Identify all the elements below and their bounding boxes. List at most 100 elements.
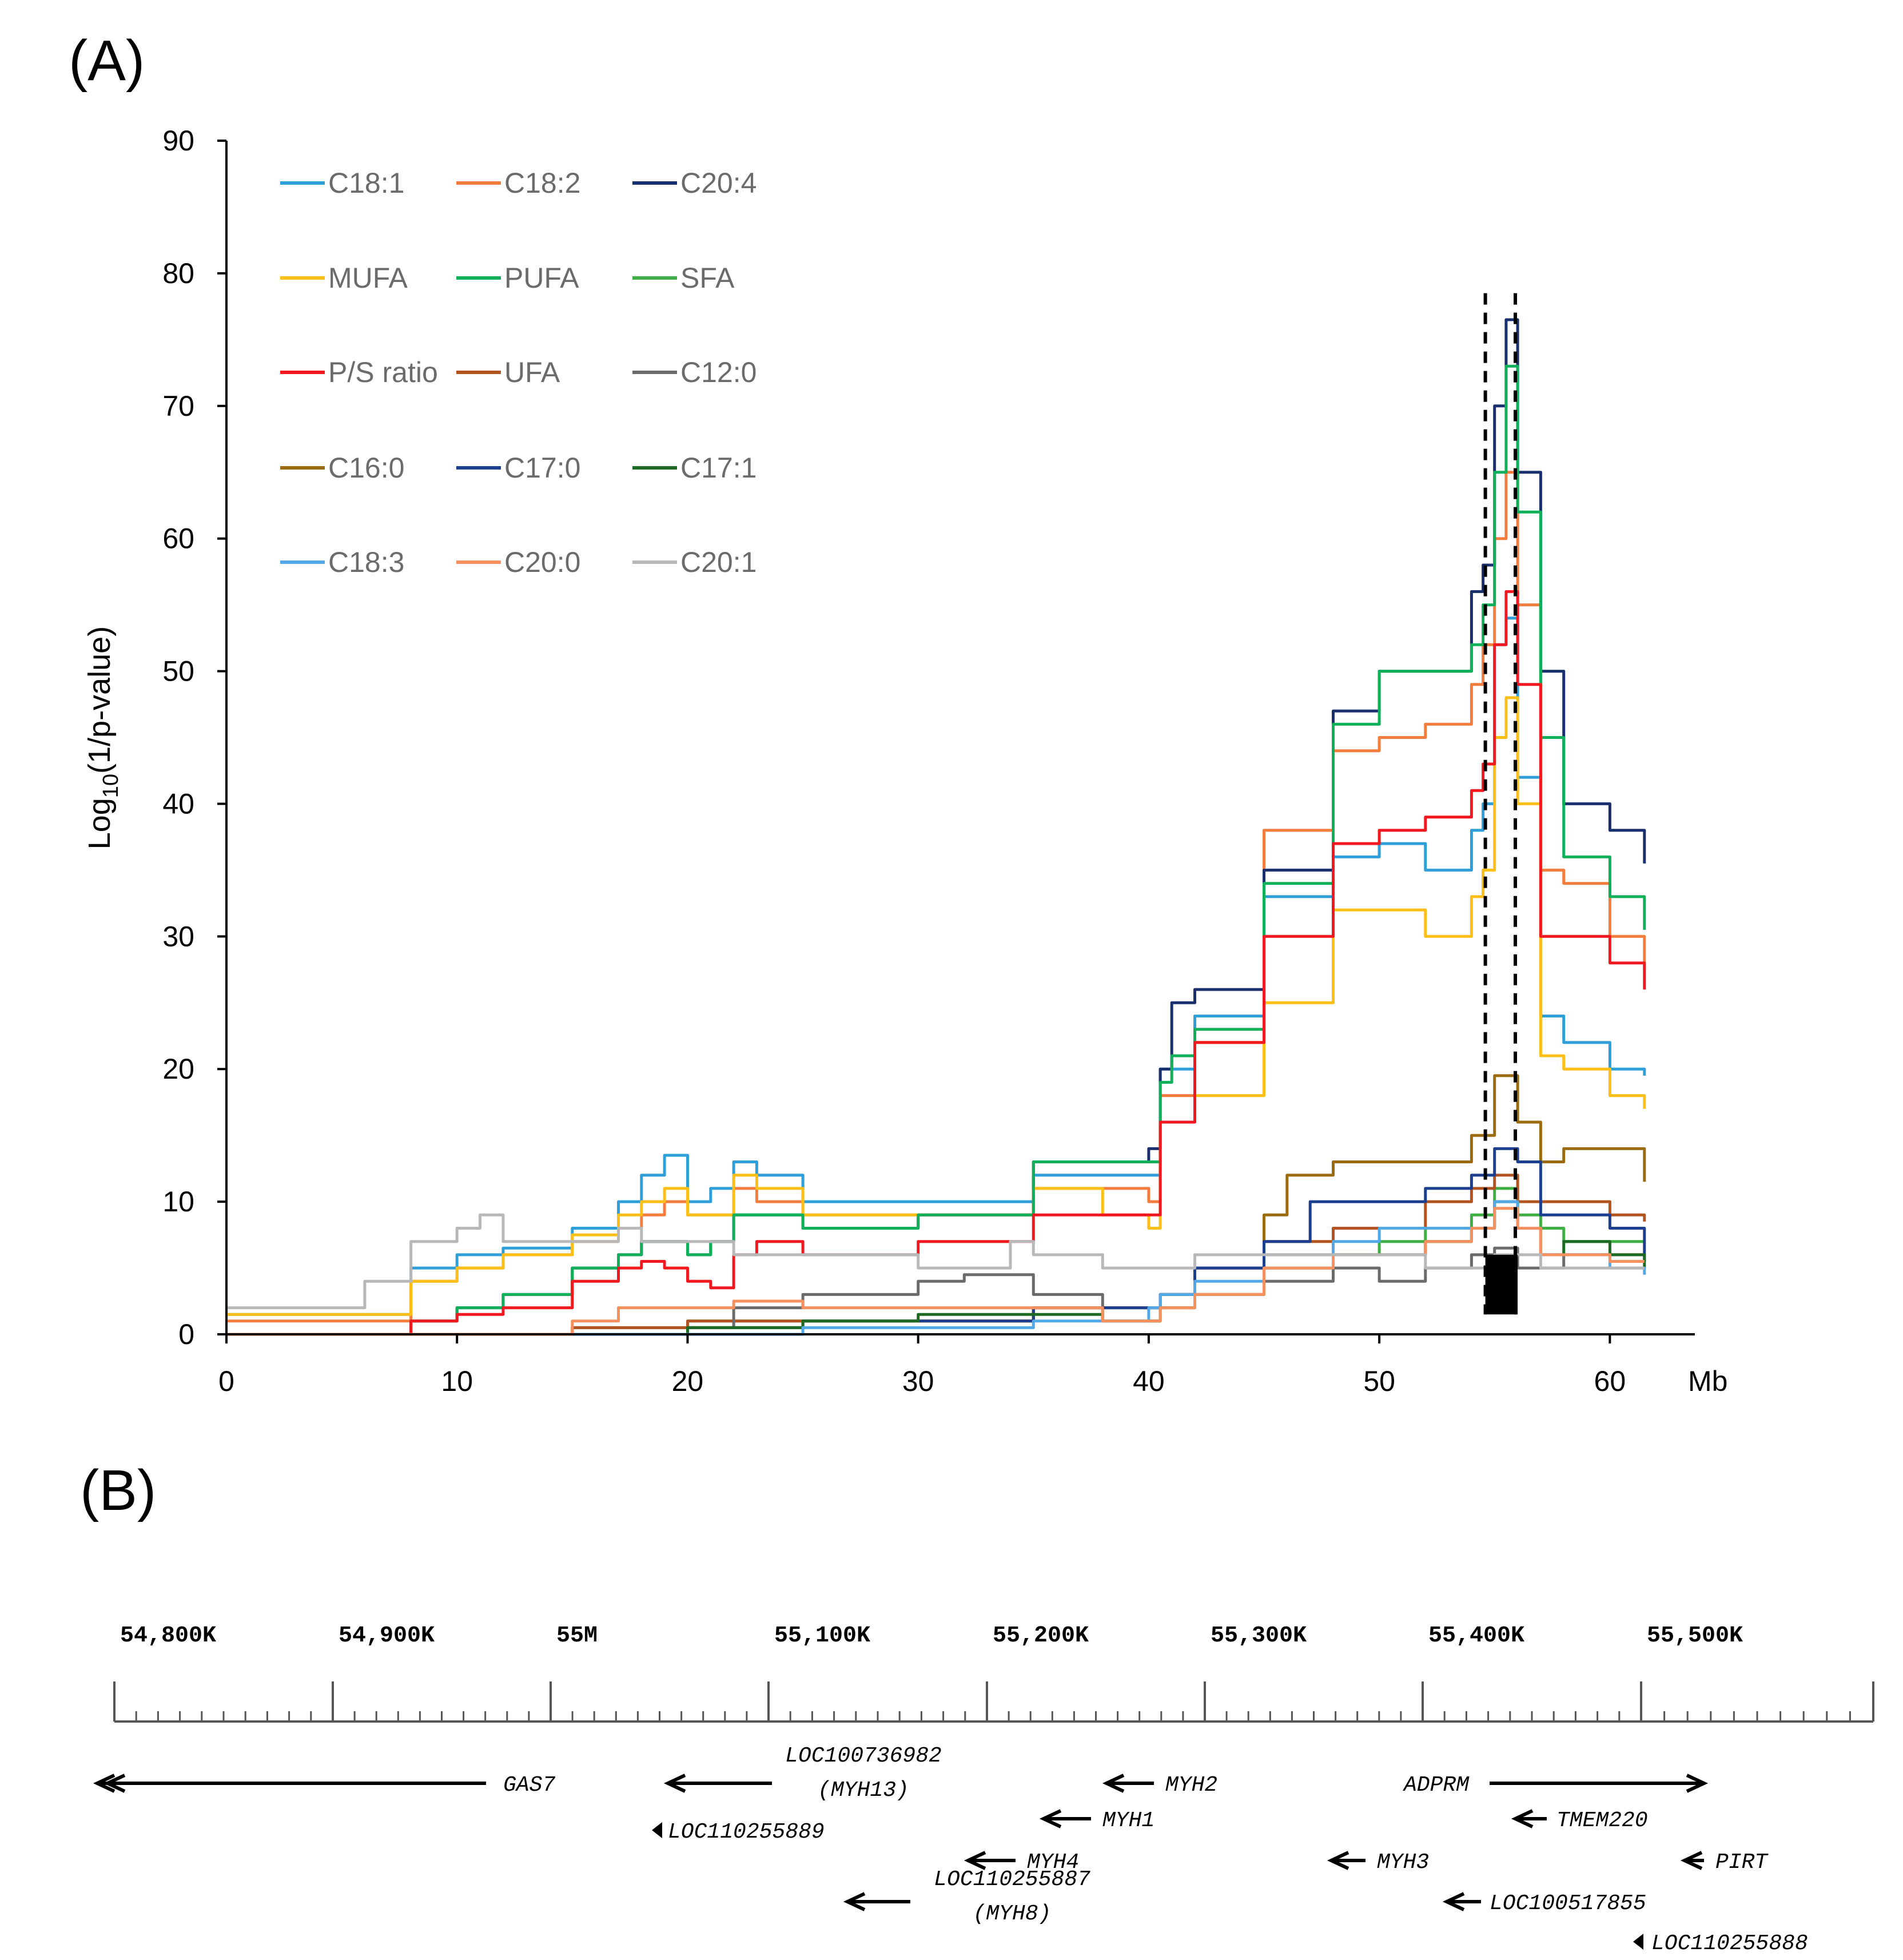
gene-myh4: MYH4	[964, 1850, 1079, 1875]
scale-labels: 54,800K 54,900K 55M 55,100K 55,200K 55,300K 55…	[120, 1623, 1743, 1649]
scale-label: 55M	[556, 1623, 598, 1649]
scale-label: 55,500K	[1647, 1623, 1743, 1649]
y-axis-title: Log10(1/p-value)	[82, 626, 123, 850]
legend-label-sfa: SFA	[680, 262, 735, 294]
legend-label-c12-0: C12:0	[680, 356, 757, 388]
gene-arrow-head	[1442, 1892, 1465, 1911]
legend-label-c17-1: C17:1	[680, 452, 757, 484]
series-layer	[226, 318, 1646, 1336]
gene-label: LOC110255889	[668, 1820, 825, 1844]
series-line-ufa	[226, 1174, 1646, 1336]
y-tick-label: 90	[162, 125, 194, 157]
gene-label: MYH4	[1027, 1850, 1079, 1875]
gene-tmem220: TMEM220	[1511, 1808, 1648, 1833]
gene-label: ADPRM	[1403, 1773, 1470, 1798]
y-tick-label: 30	[162, 920, 194, 952]
x-axis-unit-label: Mb	[1688, 1365, 1727, 1397]
legend-label-mufa: MUFA	[328, 262, 408, 294]
gene-label: GAS7	[503, 1773, 555, 1798]
gene-label: LOC100736982	[785, 1744, 942, 1768]
y-tick-label: 0	[178, 1318, 194, 1350]
series-line-c20-4	[226, 318, 1646, 1336]
legend-label-c16-0: C16:0	[328, 452, 404, 484]
gene-arrow-head	[1633, 1934, 1643, 1950]
series-line-c18-2	[226, 471, 1646, 1323]
x-tick-label: 50	[1363, 1365, 1395, 1397]
series-line-sfa	[226, 1187, 1645, 1336]
series-line-c20-0	[226, 1207, 1645, 1336]
gene-arrow-head	[1039, 1809, 1062, 1828]
gene-arrow-head	[1686, 1774, 1709, 1793]
y-ticks: 0 10 20 30 40 50 60 70 80 90	[162, 125, 226, 1350]
y-tick-label: 40	[162, 788, 194, 820]
x-tick-label: 0	[218, 1365, 234, 1397]
x-tick-label: 20	[672, 1365, 704, 1397]
gene-label-alias: (MYH13)	[818, 1778, 909, 1803]
gene-arrow-head	[652, 1822, 662, 1838]
scale-label: 55,300K	[1211, 1623, 1307, 1649]
gene-loc110255889: LOC110255889	[652, 1820, 825, 1844]
y-tick-label: 50	[162, 655, 194, 687]
legend-label-c18-3: C18:3	[328, 546, 404, 578]
gene-arrow-head	[663, 1774, 686, 1793]
gene-arrow-head	[103, 1774, 126, 1793]
gene-label: MYH2	[1165, 1773, 1217, 1798]
legend-label-pufa: PUFA	[504, 262, 579, 294]
gene-myh3: MYH3	[1327, 1850, 1429, 1875]
legend: C18:1 C18:2 C20:4 MUFA PUFA SFA P/S ratio UFA C1…	[280, 167, 757, 578]
scale-label: 55,400K	[1428, 1623, 1524, 1649]
series-line-mufa	[226, 696, 1646, 1316]
gene-arrow-head	[1327, 1851, 1349, 1870]
legend-label-c20-1: C20:1	[680, 546, 757, 578]
scale-label: 55,100K	[774, 1623, 870, 1649]
scale-label: 54,800K	[120, 1623, 216, 1649]
gene-label: TMEM220	[1556, 1808, 1648, 1833]
legend-label-ufa: UFA	[504, 356, 560, 388]
gene-arrow-head	[1680, 1851, 1703, 1870]
x-tick-label: 60	[1594, 1365, 1626, 1397]
scale-ticks	[113, 1681, 1874, 1722]
gene-adprm: ADPRM	[1403, 1773, 1709, 1798]
scale-label: 54,900K	[339, 1623, 435, 1649]
chart-axes	[225, 141, 1695, 1335]
gene-gas7: GAS7	[93, 1773, 555, 1798]
panel-a-label: (A)	[69, 29, 145, 93]
gene-label: LOC110255888	[1651, 1931, 1808, 1956]
gene-loc110255887: LOC110255887 (MYH8)	[843, 1867, 1090, 1926]
y-tick-label: 70	[162, 390, 194, 422]
genes: GAS7 LOC100736982 (MYH13) LOC110255889 MYH2 M…	[93, 1744, 1808, 1956]
panel-b-label: (B)	[80, 1458, 156, 1522]
gene-arrow-head	[93, 1774, 116, 1793]
gene-label: LOC110255887	[934, 1867, 1090, 1892]
x-ticks: 0 10 20 30 40 50 60	[218, 1334, 1626, 1397]
gene-label: PIRT	[1715, 1850, 1769, 1875]
gene-loc100517855: LOC100517855	[1442, 1891, 1646, 1916]
gene-label: MYH1	[1102, 1808, 1154, 1833]
gene-arrow-head	[964, 1851, 986, 1870]
gene-arrow-head	[843, 1892, 866, 1911]
gene-track: 54,800K 54,900K 55M 55,100K 55,200K 55,300K 55…	[93, 1623, 1874, 1956]
legend-label-c17-0: C17:0	[504, 452, 580, 484]
y-tick-label: 10	[162, 1186, 194, 1218]
legend-label-c20-4: C20:4	[680, 167, 757, 199]
gene-label-alias: (MYH8)	[973, 1902, 1052, 1926]
x-tick-label: 40	[1133, 1365, 1165, 1397]
gene-arrow-head	[1102, 1774, 1125, 1793]
x-tick-label: 10	[441, 1365, 473, 1397]
series-line-c20-1	[226, 1213, 1645, 1310]
region-markers	[1483, 293, 1518, 1315]
series-line-c16-0	[226, 1074, 1646, 1336]
y-tick-label: 80	[162, 257, 194, 289]
candidate-region-box	[1485, 1254, 1518, 1315]
gene-myh2: MYH2	[1102, 1773, 1217, 1798]
series-line-p-s-ratio	[226, 590, 1646, 1336]
legend-label-c20-0: C20:0	[504, 546, 580, 578]
gene-arrow-head	[1511, 1809, 1534, 1828]
series-line-c18-1	[226, 617, 1646, 1316]
legend-label-c18-1: C18:1	[328, 167, 404, 199]
legend-label-p-s-ratio: P/S ratio	[328, 356, 438, 388]
gene-label: MYH3	[1377, 1850, 1429, 1875]
x-tick-label: 30	[902, 1365, 934, 1397]
legend-label-c18-2: C18:2	[504, 167, 580, 199]
